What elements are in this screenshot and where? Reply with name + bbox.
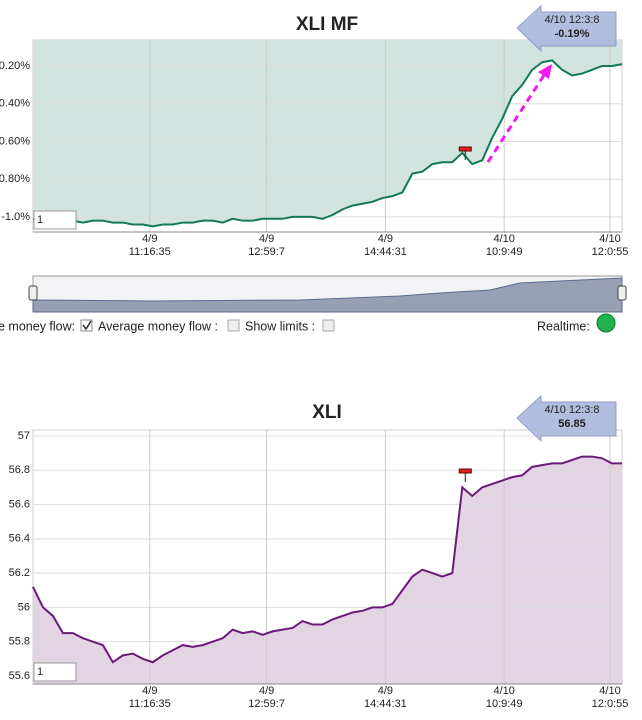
x-tick-label: 12:0:55 <box>592 698 629 710</box>
area-fill <box>33 40 622 227</box>
navigator <box>28 275 627 313</box>
y-tick-label: 56.6 <box>9 498 30 510</box>
range-input-value: 1 <box>37 214 43 226</box>
range-input-value: 1 <box>37 666 43 678</box>
trend-arrow-head <box>538 64 552 79</box>
x-tick-label: 4/9 <box>259 233 274 245</box>
chart: 5756.856.656.456.25655.855.64/911:16:354… <box>9 394 629 710</box>
area-fill <box>33 456 622 684</box>
chart-title: XLI MF <box>296 14 358 35</box>
tooltip-box <box>516 394 617 443</box>
x-tick-label: 10:9:49 <box>486 246 523 258</box>
checkbox[interactable] <box>80 319 93 332</box>
range-input <box>33 662 77 682</box>
x-tick-label: 4/9 <box>259 685 274 697</box>
tooltip-value: -0.19% <box>555 28 590 40</box>
navigator-handle-left[interactable] <box>28 285 38 301</box>
x-tick-label: 4/10 <box>599 685 620 697</box>
x-tick-label: 12:59:7 <box>248 698 285 710</box>
checkbox[interactable] <box>322 319 335 332</box>
y-tick-label: 56.8 <box>9 464 30 476</box>
range-input <box>33 210 77 230</box>
x-tick-label: 4/10 <box>493 233 514 245</box>
trend-arrow <box>486 71 548 163</box>
x-tick-label: 12:59:7 <box>248 246 285 258</box>
x-tick-label: 4/9 <box>378 685 393 697</box>
tooltip-date: 4/10 12:3:8 <box>544 14 599 26</box>
y-tick-label: 55.6 <box>9 670 30 682</box>
y-tick-label: 56.2 <box>9 567 30 579</box>
x-tick-label: 10:9:49 <box>486 698 523 710</box>
realtime-label: Realtime: <box>537 319 590 333</box>
y-tick-label: -0.20% <box>0 60 30 72</box>
control-label: e money flow: <box>0 319 75 333</box>
x-tick-label: 12:0:55 <box>592 246 629 258</box>
y-tick-label: 56.4 <box>9 533 30 545</box>
chart-title: XLI <box>312 402 342 423</box>
x-tick-label: 4/9 <box>142 233 157 245</box>
tooltip-box <box>516 4 617 53</box>
x-tick-label: 11:16:35 <box>129 246 171 258</box>
chart: -0.20%-0.40%-0.60%-0.80%-1.0%4/911:16:35… <box>0 4 629 258</box>
checkmark <box>82 320 92 331</box>
x-tick-label: 14:44:31 <box>364 246 407 258</box>
x-tick-label: 11:16:35 <box>129 698 171 710</box>
y-tick-label: -0.60% <box>0 135 30 147</box>
x-tick-label: 14:44:31 <box>364 698 407 710</box>
x-tick-label: 4/9 <box>378 233 393 245</box>
line <box>32 59 623 228</box>
x-tick-label: 4/10 <box>599 233 620 245</box>
y-tick-label: 57 <box>18 430 30 442</box>
y-tick-label: -1.0% <box>1 211 30 223</box>
control-label: Show limits : <box>245 319 315 333</box>
y-tick-label: 55.8 <box>9 636 30 648</box>
control-label: Average money flow : <box>98 319 218 333</box>
x-tick-label: 4/9 <box>142 685 157 697</box>
tooltip-value: 56.85 <box>558 418 586 430</box>
tooltip-date: 4/10 12:3:8 <box>544 404 599 416</box>
x-tick-label: 4/10 <box>493 685 514 697</box>
y-tick-label: -0.40% <box>0 98 30 110</box>
line <box>32 455 622 664</box>
navigator-area <box>32 277 623 313</box>
y-tick-label: -0.80% <box>0 173 30 185</box>
checkbox[interactable] <box>227 319 240 332</box>
navigator-handle-right[interactable] <box>617 285 627 301</box>
y-tick-label: 56 <box>18 601 30 613</box>
realtime-indicator[interactable] <box>596 313 616 333</box>
